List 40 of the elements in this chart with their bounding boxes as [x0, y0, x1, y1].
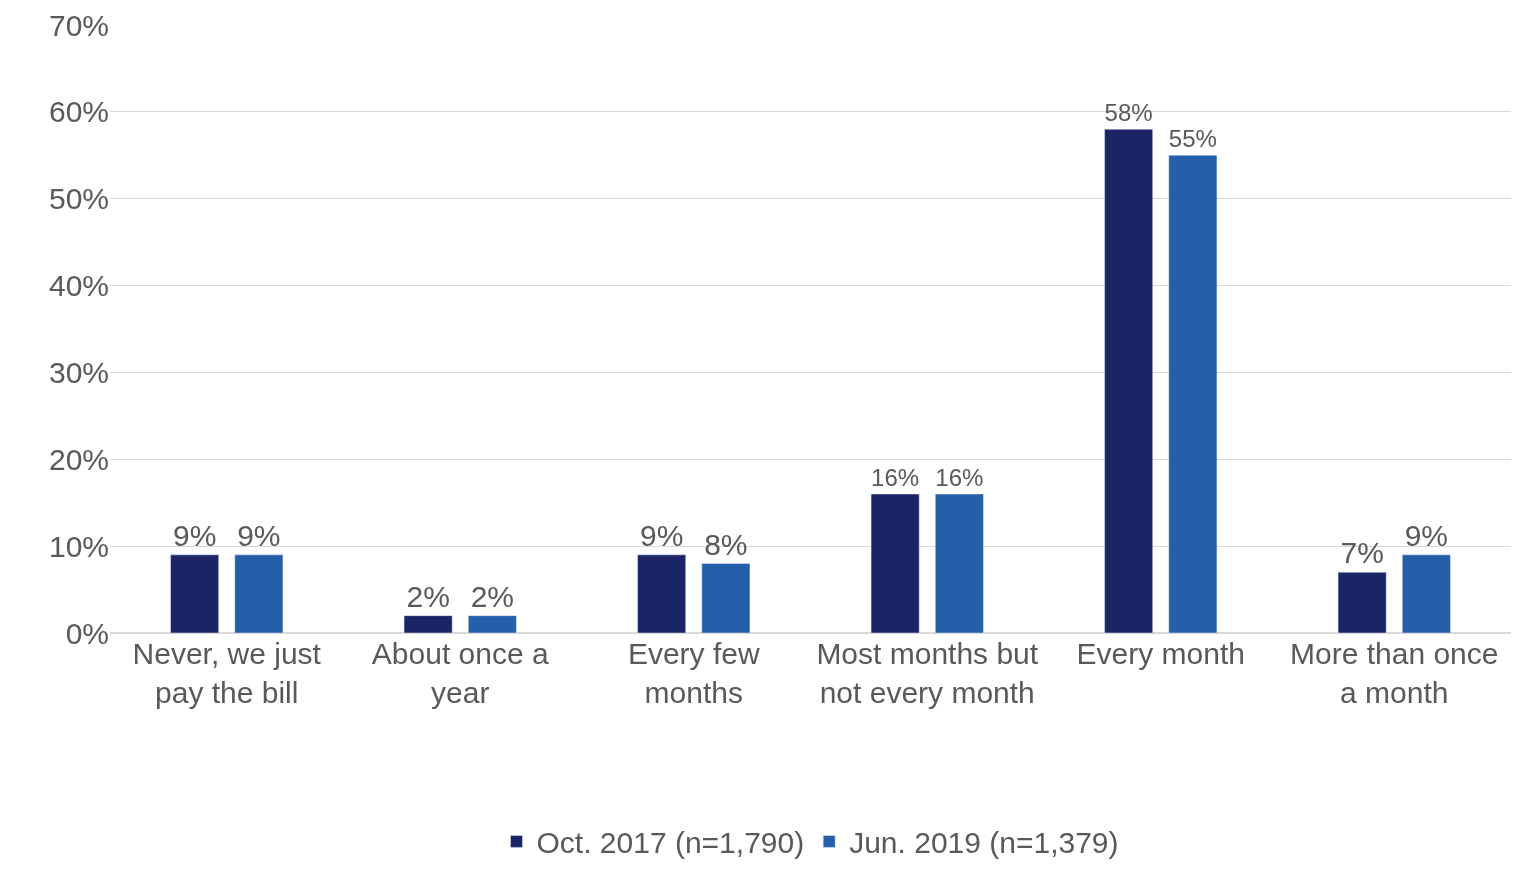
x-tick-label: Every few months — [627, 637, 760, 709]
bar — [935, 493, 984, 633]
x-tick-label: More than once a month — [1290, 637, 1499, 709]
y-tick-label: 50% — [48, 182, 109, 216]
data-label: 9% — [639, 518, 684, 552]
bar — [870, 493, 920, 633]
x-tick-label: About once a year — [371, 637, 549, 709]
legend-label: Oct. 2017 (n=1,790) — [536, 826, 805, 860]
data-label: 8% — [704, 527, 748, 561]
data-label: 9% — [1404, 518, 1449, 552]
bar — [403, 615, 453, 633]
bar — [701, 563, 751, 633]
data-label: 16% — [871, 464, 920, 492]
bar — [468, 615, 517, 633]
y-tick-label: 20% — [48, 442, 109, 476]
y-tick-label: 30% — [48, 355, 109, 389]
bar — [1168, 155, 1218, 633]
data-label: 2% — [406, 579, 450, 613]
x-tick-label: Every month — [1076, 637, 1245, 670]
bar — [1402, 554, 1451, 633]
y-tick-label: 60% — [48, 95, 109, 129]
bar — [1104, 128, 1153, 633]
y-tick-label: 10% — [48, 529, 109, 563]
y-tick-label: 40% — [48, 269, 109, 303]
data-label: 9% — [237, 518, 281, 552]
bar — [170, 554, 219, 633]
bar — [1337, 571, 1387, 633]
data-label: 55% — [1168, 125, 1217, 153]
x-tick-label: Most months but not every month — [816, 637, 1039, 709]
data-label: 16% — [935, 464, 984, 492]
data-label: 9% — [172, 518, 217, 552]
bar — [637, 554, 686, 633]
y-tick-label: 70% — [48, 8, 109, 42]
data-label: 7% — [1340, 536, 1384, 570]
y-tick-label: 0% — [65, 616, 109, 650]
bar — [234, 554, 284, 633]
x-tick-label: Never, we just pay the bill — [132, 637, 322, 709]
data-label: 58% — [1104, 99, 1153, 127]
legend-label: Jun. 2019 (n=1,379) — [849, 826, 1119, 860]
data-label: 2% — [470, 579, 515, 613]
